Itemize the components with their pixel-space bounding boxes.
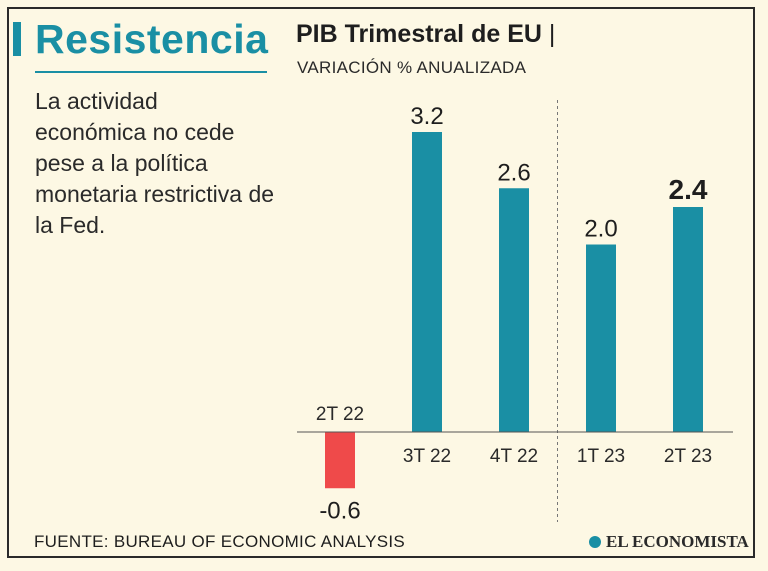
bar-1t-23 <box>586 244 616 432</box>
headline-underline <box>35 71 267 73</box>
bar-2t-23 <box>673 207 703 432</box>
category-tick-label: 2T 22 <box>316 404 364 425</box>
source-note: FUENTE: BUREAU OF ECONOMIC ANALYSIS <box>34 532 406 551</box>
bar-value-label: 2.4 <box>669 174 708 205</box>
logo-text: EL ECONOMISTA <box>606 532 749 551</box>
bar-value-label: 2.6 <box>497 159 530 186</box>
headline-accent-bar <box>13 22 21 56</box>
bar-2t-22 <box>325 432 355 489</box>
category-tick-label: 2T 23 <box>664 446 712 467</box>
bar-value-label: 2.0 <box>584 216 617 243</box>
category-tick-label: 1T 23 <box>577 446 625 467</box>
headline: Resistencia <box>35 16 269 62</box>
chart-title-text: PIB Trimestral de EU <box>296 20 542 48</box>
description-text: La actividad económica no cede pese a la… <box>35 88 275 238</box>
category-tick-label: 3T 22 <box>403 446 451 467</box>
chart-title: PIB Trimestral de EU | <box>296 18 555 50</box>
logo-mark-icon <box>589 536 601 548</box>
bar-value-label: -0.6 <box>319 497 360 524</box>
infographic-frame <box>7 7 755 558</box>
bar-value-label: 3.2 <box>410 103 443 130</box>
bar-4t-22 <box>499 188 529 432</box>
publisher-logo: EL ECONOMISTA <box>589 532 749 552</box>
category-tick-label: 4T 22 <box>490 446 538 467</box>
bar-3t-22 <box>412 132 442 432</box>
chart-title-separator: | <box>548 20 556 48</box>
chart-subtitle: VARIACIÓN % ANUALIZADA <box>297 58 527 77</box>
